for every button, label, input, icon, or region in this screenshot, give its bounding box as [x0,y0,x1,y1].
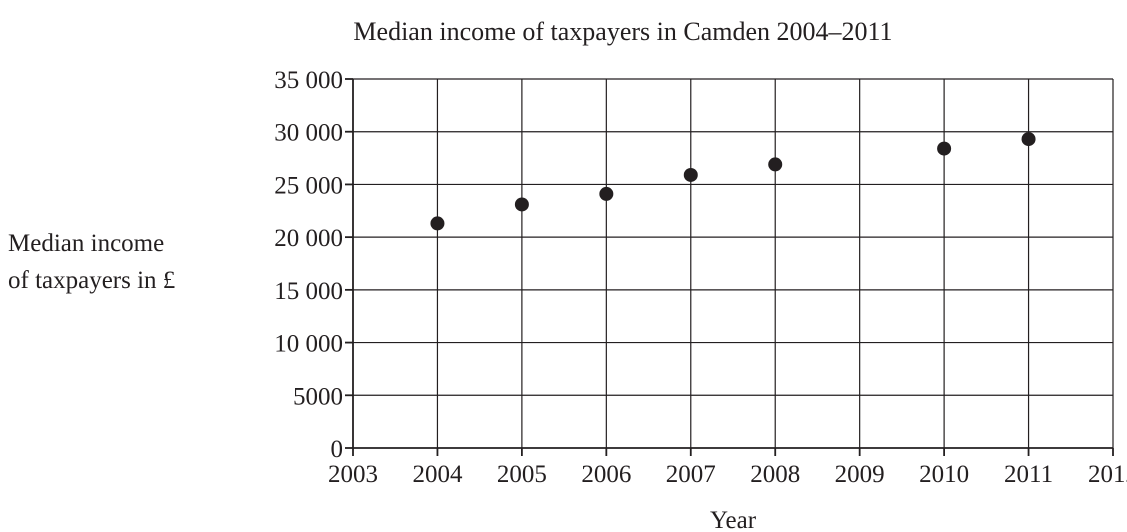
data-point [683,167,698,182]
y-tick-label: 35 000 [274,67,343,94]
x-tick-label: 2007 [666,461,716,488]
data-point [937,141,952,156]
x-axis-label: Year [710,507,757,532]
data-points [430,132,1036,231]
y-tick-label: 0 [331,436,344,463]
chart-title: Median income of taxpayers in Camden 200… [353,17,892,46]
data-point [514,197,529,212]
x-tick-label: 2004 [412,461,463,488]
y-tick-label: 10 000 [274,331,343,358]
y-tick-label: 25 000 [274,172,343,199]
y-tick-labels: 0 5000 10 000 15 000 20 000 25 000 30 000 35 00… [274,67,343,463]
x-tick-label: 2009 [835,461,885,488]
axes [345,78,1114,456]
data-point [768,157,783,172]
x-tick-labels: 2003 2004 2005 2006 2007 2008 2009 2010 2011 2012 [328,461,1127,488]
x-tick-label: 2003 [328,461,378,488]
x-tick-label: 2010 [919,461,969,488]
data-point [1021,132,1036,147]
y-tick-label: 5000 [293,383,343,410]
data-point [430,216,445,231]
x-tick-label: 2006 [581,461,631,488]
y-axis-label-line-2: of taxpayers in £ [8,267,175,294]
y-axis-label-line-1: Median income [8,230,164,257]
x-tick-label: 2012 [1088,461,1127,488]
gridlines [353,78,1114,448]
y-tick-label: 15 000 [274,278,343,305]
x-tick-label: 2005 [497,461,547,488]
data-point [599,186,614,201]
x-tick-label: 2008 [750,461,800,488]
x-tick-label: 2011 [1004,461,1053,488]
y-tick-label: 20 000 [274,225,343,252]
y-tick-label: 30 000 [274,120,343,147]
